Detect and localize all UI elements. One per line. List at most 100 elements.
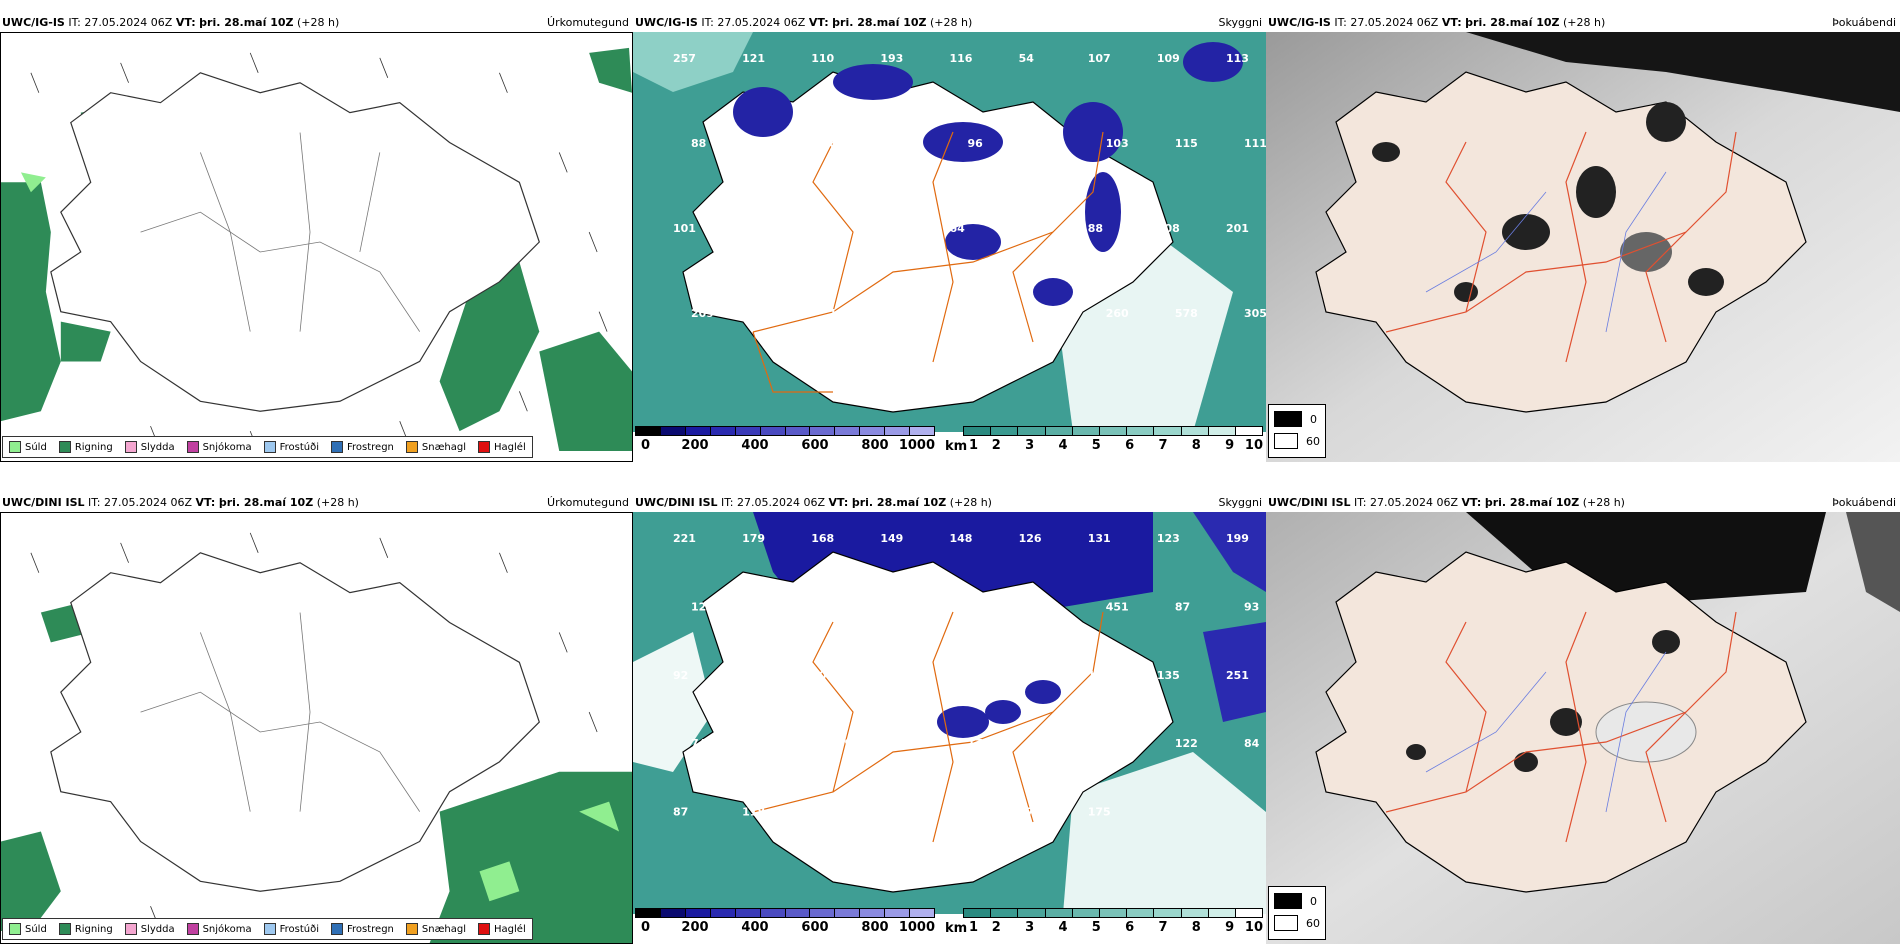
legend-item: Súld [9, 441, 47, 453]
legend-label: Frostúði [279, 923, 319, 935]
colorbar-unit: km [945, 439, 968, 454]
visibility-point-label: 88 [691, 137, 706, 150]
colorbar-segment [660, 427, 686, 435]
colorbar-tick: 10 [1244, 438, 1263, 453]
legend-label: Haglél [494, 923, 526, 935]
colorbar-strip [635, 426, 935, 436]
valid-time: þri. 28.maí 10Z [218, 496, 314, 509]
fog-legend-item: 60 [1274, 433, 1320, 449]
colorbar-segment [910, 909, 935, 917]
colorbar-segment [1235, 909, 1263, 917]
visibility-point-label: 110 [811, 52, 834, 65]
visibility-point-label: 135 [811, 806, 834, 819]
colorbar-segment [735, 909, 761, 917]
colorbar-segment [685, 909, 711, 917]
map-svg [1266, 512, 1900, 944]
lead-time: (+28 h) [316, 496, 359, 509]
precip-panel-top: UWC/IG-IS IT: 27.05.2024 06Z VT: þri. 28… [0, 14, 633, 462]
valid-time: þri. 28.maí 10Z [1484, 496, 1580, 509]
visibility-point-label: 199 [1226, 532, 1249, 545]
colorbar-tick: 0 [641, 438, 651, 453]
colorbar-segment [1181, 909, 1209, 917]
colorbar-segment [1072, 427, 1100, 435]
model-name: UWC/DINI ISL [2, 496, 85, 509]
colorbar-segment [964, 909, 992, 917]
colorbar-segment [1181, 427, 1209, 435]
colorbar-tick: 8 [1191, 438, 1201, 453]
colorbar-segment [964, 427, 992, 435]
colorbar-unit: km [945, 921, 968, 936]
legend-item: Snjókoma [186, 441, 252, 453]
visibility-point-label: 148 [950, 532, 973, 545]
init-time: IT: 27.05.2024 06Z [88, 496, 193, 509]
legend-item: Slydda [124, 923, 175, 935]
colorbar-segment [1045, 427, 1073, 435]
legend-swatch [58, 923, 71, 935]
panel-title: Úrkomutegund [547, 16, 629, 29]
legend-item: Súld [9, 923, 47, 935]
colorbar-tick: 4 [1058, 920, 1068, 935]
legend-label: Súld [25, 923, 47, 935]
colorbar-tick: 9 [1225, 920, 1235, 935]
model-name: UWC/IG-IS [635, 16, 698, 29]
colorbar-tick: 800 [861, 920, 889, 935]
valid-time: þri. 28.maí 10Z [1465, 16, 1560, 29]
visibility-point-label: 168 [811, 532, 834, 545]
colorbar-ticks: 0 200 400 600 800 1000 [635, 920, 935, 936]
colorbar-segment [810, 909, 836, 917]
visibility-point-label: 190 [1037, 307, 1060, 320]
colorbar-segment [1099, 909, 1128, 917]
valid-time: þri. 28.maí 10Z [832, 16, 927, 29]
fog-legend-label: 60 [1306, 434, 1320, 448]
legend-label: Snæhagl [421, 441, 467, 453]
valid-time-label: VT: [1441, 16, 1462, 29]
legend-swatch [9, 441, 21, 453]
visibility-point-label: 142 [742, 222, 765, 235]
cloud-panel-top: UWC/IG-IS IT: 27.05.2024 06Z VT: þri. 28… [1266, 14, 1900, 462]
visibility-point-label: 136 [898, 307, 921, 320]
legend-swatch [263, 441, 276, 453]
legend-label: Frostregn [347, 441, 394, 453]
panel-header: UWC/IG-IS IT: 27.05.2024 06Z VT: þri. 28… [1268, 16, 1605, 29]
legend-swatch [186, 923, 199, 935]
precip-map [0, 512, 633, 944]
visibility-point-label: 116 [950, 52, 973, 65]
colorbar-tick: 200 [681, 438, 709, 453]
colorbar-segment [860, 909, 886, 917]
legend-item: Frostregn [331, 441, 394, 453]
fog-legend: 0 60 [1268, 404, 1326, 458]
map-svg [1266, 32, 1900, 462]
colorbar-segment [1154, 909, 1182, 917]
visibility-point-label: 54 [1019, 52, 1035, 65]
colorbar-segment [710, 909, 736, 917]
legend-item: Haglél [478, 441, 526, 453]
map-svg: 221 179 168 149 148 126 131 123 199 127 146 159 123 2… [633, 512, 1266, 914]
visibility-point-label: 109 [1157, 52, 1180, 65]
panel-title: Skyggni [1218, 16, 1262, 29]
colorbar-tick: 400 [741, 920, 769, 935]
colorbar-segment [1235, 427, 1263, 435]
valid-time: þri. 28.maí 10Z [851, 496, 947, 509]
colorbar-strip [635, 908, 935, 918]
map-svg [1, 33, 632, 461]
lead-time: (+28 h) [297, 16, 340, 29]
visibility-point-label: 122 [1175, 737, 1198, 750]
visibility-point-label: 305 [1244, 307, 1266, 320]
legend-label: Frostregn [347, 923, 394, 935]
visibility-point-label: 93 [1244, 600, 1259, 613]
legend-swatch [405, 923, 418, 935]
visibility-point-label: 130 [880, 806, 903, 819]
legend-label: Snjókoma [202, 441, 252, 453]
colorbar-strip [963, 426, 1263, 436]
legend-item: Snjókoma [186, 923, 252, 935]
visibility-point-label: 205 [968, 600, 991, 613]
visibility-point-label: 149 [829, 737, 852, 750]
colorbar-tick: 6 [1125, 920, 1135, 935]
visibility-point-label: 251 [1226, 669, 1249, 682]
visibility-point-label: 201 [1226, 222, 1249, 235]
visibility-colorbar: km 1 2 3 4 5 6 7 8 9 10 [945, 908, 1263, 938]
visibility-panel-top: UWC/IG-IS IT: 27.05.2024 06Z VT: þri. 28… [633, 14, 1266, 462]
visibility-point-label: 126 [742, 669, 765, 682]
visibility-point-label: 85 [760, 137, 775, 150]
colorbar-tick: 5 [1091, 920, 1101, 935]
